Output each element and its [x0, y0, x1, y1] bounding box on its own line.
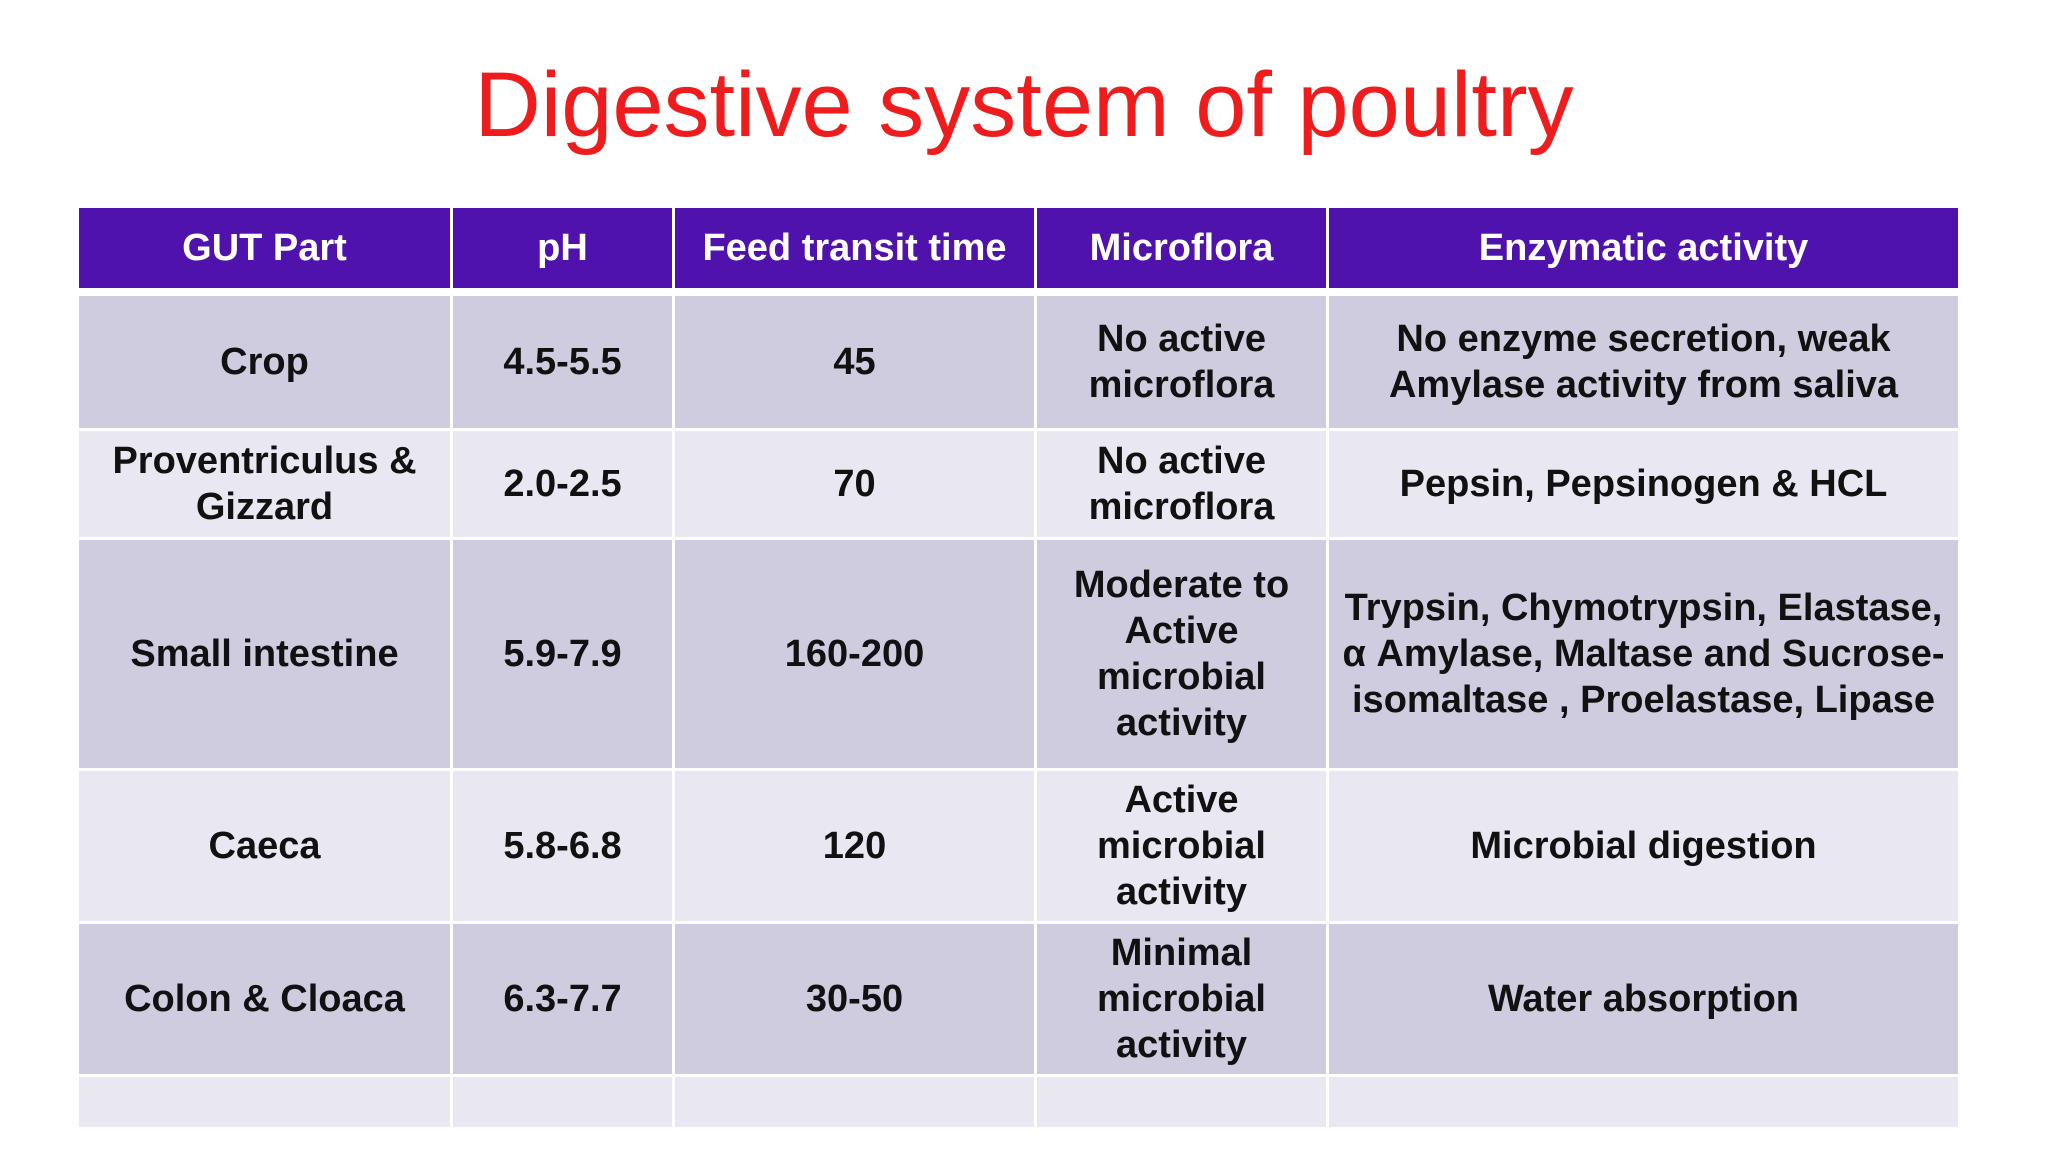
- cell-empty: [1034, 1074, 1329, 1130]
- cell-gut-part: Crop: [76, 290, 453, 431]
- cell-gut-part: Caeca: [76, 768, 453, 924]
- cell-empty: [672, 1074, 1037, 1130]
- cell-microflora: Minimal microbial activity: [1034, 921, 1329, 1077]
- cell-transit-time: 45: [672, 290, 1037, 431]
- digestive-table: GUT Part pH Feed transit time Microflora…: [76, 205, 1961, 1130]
- table-header-row: GUT Part pH Feed transit time Microflora…: [76, 205, 1961, 296]
- cell-transit-time: 30-50: [672, 921, 1037, 1077]
- cell-ph: 5.8-6.8: [450, 768, 675, 924]
- cell-ph: 6.3-7.7: [450, 921, 675, 1077]
- table-row-empty: [76, 1074, 1961, 1130]
- cell-empty: [450, 1074, 675, 1130]
- cell-gut-part: Proventriculus & Gizzard: [76, 428, 453, 540]
- cell-microflora: Moderate to Active microbial activity: [1034, 537, 1329, 771]
- cell-transit-time: 120: [672, 768, 1037, 924]
- table-row: Crop 4.5-5.5 45 No active microflora No …: [76, 290, 1961, 431]
- cell-ph: 5.9-7.9: [450, 537, 675, 771]
- cell-microflora: Active microbial activity: [1034, 768, 1329, 924]
- cell-enzymatic-activity: Water absorption: [1326, 921, 1961, 1077]
- cell-transit-time: 70: [672, 428, 1037, 540]
- cell-transit-time: 160-200: [672, 537, 1037, 771]
- cell-enzymatic-activity: No enzyme secretion, weak Amylase activi…: [1326, 290, 1961, 431]
- page-title: Digestive system of poultry: [474, 54, 1574, 156]
- cell-microflora: No active microflora: [1034, 428, 1329, 540]
- cell-empty: [76, 1074, 453, 1130]
- cell-empty: [1326, 1074, 1961, 1130]
- header-enzymatic-activity: Enzymatic activity: [1326, 205, 1961, 296]
- table-row: Colon & Cloaca 6.3-7.7 30-50 Minimal mic…: [76, 921, 1961, 1077]
- header-microflora: Microflora: [1034, 205, 1329, 296]
- cell-enzymatic-activity: Pepsin, Pepsinogen & HCL: [1326, 428, 1961, 540]
- cell-ph: 2.0-2.5: [450, 428, 675, 540]
- cell-enzymatic-activity: Microbial digestion: [1326, 768, 1961, 924]
- cell-enzymatic-activity: Trypsin, Chymotrypsin, Elastase, α Amyla…: [1326, 537, 1961, 771]
- cell-gut-part: Small intestine: [76, 537, 453, 771]
- table-row: Caeca 5.8-6.8 120 Active microbial activ…: [76, 768, 1961, 924]
- header-feed-transit-time: Feed transit time: [672, 205, 1037, 296]
- cell-ph: 4.5-5.5: [450, 290, 675, 431]
- cell-gut-part: Colon & Cloaca: [76, 921, 453, 1077]
- header-ph: pH: [450, 205, 675, 296]
- cell-microflora: No active microflora: [1034, 290, 1329, 431]
- table-row: Proventriculus & Gizzard 2.0-2.5 70 No a…: [76, 428, 1961, 540]
- header-gut-part: GUT Part: [76, 205, 453, 296]
- table-row: Small intestine 5.9-7.9 160-200 Moderate…: [76, 537, 1961, 771]
